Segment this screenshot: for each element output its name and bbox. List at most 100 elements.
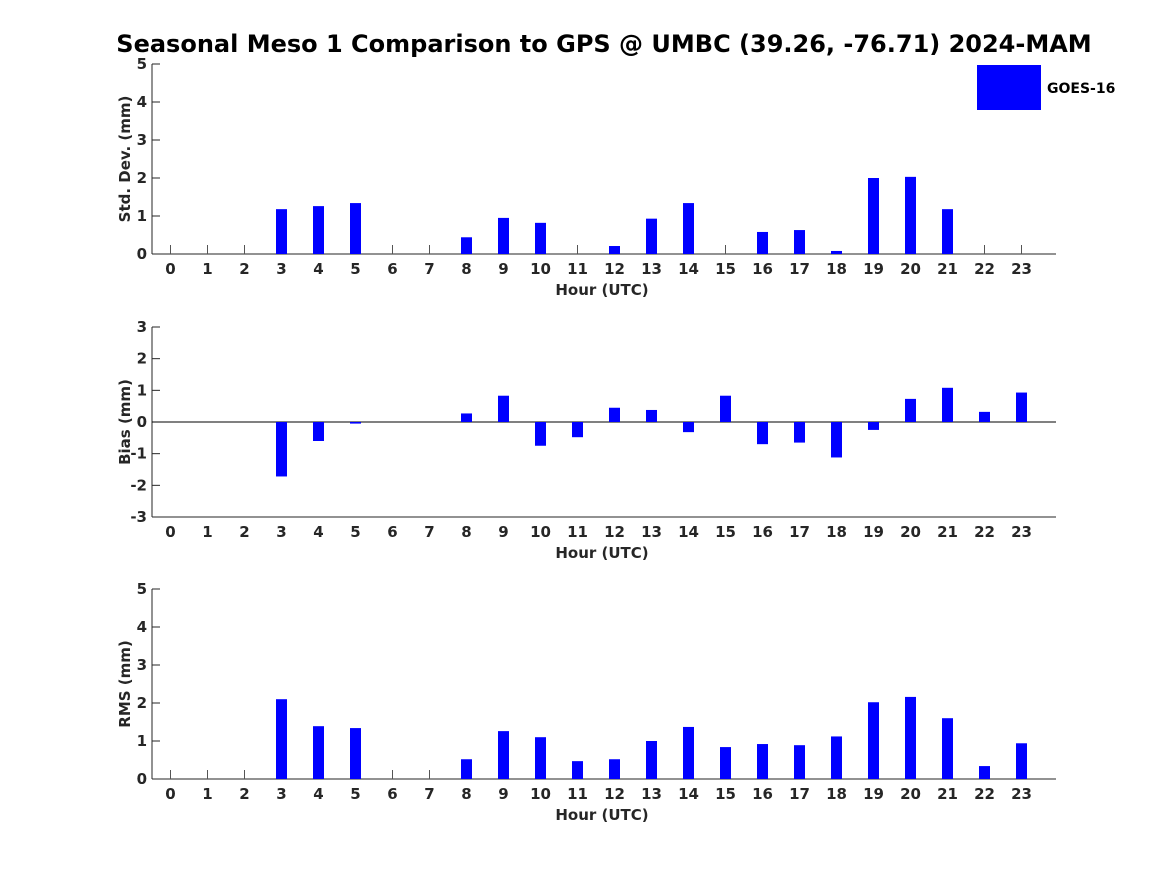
std-xtick-label: 12: [604, 260, 625, 278]
std-bar: [905, 176, 916, 254]
rms-ytick-label: 3: [137, 656, 147, 674]
bias-bar: [276, 422, 287, 477]
bias-bar: [535, 422, 546, 446]
bias-xtick-label: 9: [498, 523, 508, 541]
rms-xtick-label: 18: [826, 785, 847, 803]
bias-ytick-label: -1: [130, 445, 147, 463]
rms-bar: [572, 761, 583, 779]
bias-xtick-label: 7: [424, 523, 434, 541]
bias-xtick-label: 17: [789, 523, 810, 541]
std-bar: [498, 217, 509, 254]
std-xtick-label: 18: [826, 260, 847, 278]
bias-bar: [683, 422, 694, 433]
rms-bar: [646, 741, 657, 779]
bias-xtick-label: 11: [567, 523, 588, 541]
std-ytick-label: 5: [137, 55, 147, 73]
std-ytick-label: 2: [137, 169, 147, 187]
std-xtick-label: 4: [313, 260, 323, 278]
bias-bar: [313, 422, 324, 441]
std-bar: [868, 178, 879, 254]
bias-bar: [350, 422, 361, 424]
rms-ytick-label: 5: [137, 580, 147, 598]
std-xtick-label: 13: [641, 260, 662, 278]
bias-xtick-label: 14: [678, 523, 699, 541]
rms-xtick-label: 19: [863, 785, 884, 803]
bias-bar: [794, 422, 805, 443]
std-xtick-label: 11: [567, 260, 588, 278]
legend-swatch: [977, 65, 1041, 110]
bias-xtick-label: 2: [239, 523, 249, 541]
bias-xtick-label: 13: [641, 523, 662, 541]
bias-xtick-label: 5: [350, 523, 360, 541]
std-xtick-label: 17: [789, 260, 810, 278]
std-xlabel: Hour (UTC): [555, 281, 648, 299]
std-xtick-label: 22: [974, 260, 995, 278]
legend: GOES-16: [977, 65, 1115, 110]
bias-xtick-label: 18: [826, 523, 847, 541]
std-xtick-label: 20: [900, 260, 921, 278]
bias-xtick-label: 0: [165, 523, 175, 541]
rms-xtick-label: 15: [715, 785, 736, 803]
rms-xtick-label: 3: [276, 785, 286, 803]
bias-xtick-label: 1: [202, 523, 212, 541]
legend-label: GOES-16: [1047, 81, 1115, 97]
rms-xtick-label: 2: [239, 785, 249, 803]
std-bar: [683, 203, 694, 254]
rms-xtick-label: 17: [789, 785, 810, 803]
std-xtick-label: 15: [715, 260, 736, 278]
rms-ylabel: RMS (mm): [116, 640, 134, 727]
std-bar: [276, 209, 287, 254]
bias-bar: [572, 422, 583, 438]
rms-bar: [979, 766, 990, 779]
rms-bar: [905, 696, 916, 779]
rms-xtick-label: 10: [530, 785, 551, 803]
rms-xlabel: Hour (UTC): [555, 806, 648, 824]
std-bar: [313, 206, 324, 254]
std-xtick-label: 23: [1011, 260, 1032, 278]
std-xtick-label: 3: [276, 260, 286, 278]
rms-bar: [942, 718, 953, 779]
bias-xtick-label: 3: [276, 523, 286, 541]
rms-ytick-label: 2: [137, 694, 147, 712]
rms-xtick-label: 7: [424, 785, 434, 803]
rms-xtick-label: 5: [350, 785, 360, 803]
rms-bar: [313, 726, 324, 779]
rms-xtick-label: 20: [900, 785, 921, 803]
std-xtick-label: 2: [239, 260, 249, 278]
bias-bar: [942, 387, 953, 422]
std-xtick-label: 6: [387, 260, 397, 278]
rms-ytick-label: 1: [137, 732, 147, 750]
std-bar: [535, 222, 546, 254]
rms-xtick-label: 4: [313, 785, 323, 803]
rms-xtick-label: 22: [974, 785, 995, 803]
bias-xtick-label: 19: [863, 523, 884, 541]
rms-bar: [276, 699, 287, 779]
std-xtick-label: 1: [202, 260, 212, 278]
rms-xtick-label: 14: [678, 785, 699, 803]
bias-ytick-label: 0: [137, 413, 147, 431]
bias-xtick-label: 15: [715, 523, 736, 541]
figure-title: Seasonal Meso 1 Comparison to GPS @ UMBC…: [116, 30, 1091, 58]
rms-xtick-label: 9: [498, 785, 508, 803]
rms-xtick-label: 0: [165, 785, 175, 803]
rms-xtick-label: 21: [937, 785, 958, 803]
rms-bar: [720, 747, 731, 779]
bias-bar: [979, 411, 990, 422]
rms-bar: [831, 736, 842, 779]
rms-bar: [498, 731, 509, 779]
rms-ytick-label: 4: [137, 618, 147, 636]
std-xtick-label: 16: [752, 260, 773, 278]
bias-xtick-label: 10: [530, 523, 551, 541]
rms-bar: [535, 737, 546, 779]
std-xtick-label: 8: [461, 260, 471, 278]
rms-xtick-label: 13: [641, 785, 662, 803]
bias-bar: [498, 395, 509, 422]
bias-bar: [646, 409, 657, 422]
std-xtick-label: 7: [424, 260, 434, 278]
std-xtick-label: 19: [863, 260, 884, 278]
rms-bar: [609, 759, 620, 779]
